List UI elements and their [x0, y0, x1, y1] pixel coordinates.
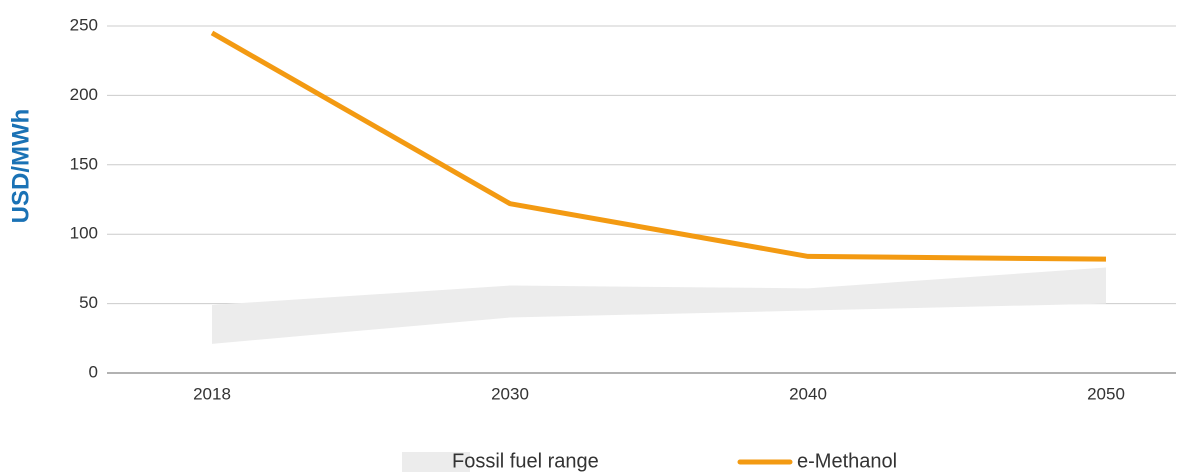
y-tick-label: 50 [79, 293, 98, 312]
y-tick-label: 100 [70, 224, 98, 243]
y-axis-label: USD/MWh [7, 109, 34, 224]
x-tick-label: 2040 [789, 384, 827, 403]
range-area [212, 267, 1106, 344]
legend-swatch [402, 452, 470, 472]
legend-label: Fossil fuel range [452, 450, 599, 472]
x-tick-label: 2018 [193, 384, 231, 403]
y-tick-label: 150 [70, 154, 98, 173]
line [210, 30, 1107, 262]
legend-label: e-Methanol [797, 450, 897, 472]
y-tick-label: 0 [89, 362, 98, 381]
x-tick-label: 2030 [491, 384, 529, 403]
y-tick-label: 250 [70, 15, 98, 34]
y-tick-label: 200 [70, 85, 98, 104]
x-tick-label: 2050 [1087, 384, 1125, 403]
